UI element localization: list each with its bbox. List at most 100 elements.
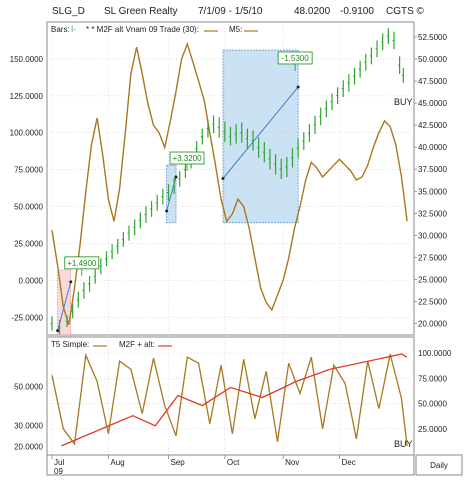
signal-labels: +1.4900 +3.3200 -1.5300 <box>64 51 313 276</box>
price-bar <box>82 282 85 299</box>
price-bar <box>358 60 361 78</box>
x-axis: Jul Aug Sep Oct Nov Dec 09 <box>51 455 356 476</box>
oscillator-line <box>51 41 408 325</box>
signal-start <box>221 177 225 180</box>
right-tick-label: 52.5000 <box>418 33 447 42</box>
price-bars <box>50 28 404 335</box>
price-bar <box>223 121 226 142</box>
x-year-label: 09 <box>54 467 63 476</box>
price-bar <box>319 107 322 126</box>
price-bar <box>291 148 294 168</box>
price-bar <box>381 33 384 51</box>
price-bar <box>76 291 79 308</box>
price-bar <box>251 130 254 151</box>
lower-right-tick-label: 75.0000 <box>418 374 447 383</box>
left-tick-label: -25.0000 <box>11 313 43 322</box>
signal-box <box>222 49 299 224</box>
lower-buy-label: BUY <box>394 439 413 449</box>
right-tick-label: 37.5000 <box>418 165 447 174</box>
signal-start <box>165 209 169 213</box>
lower-left-tick-label: 50.0000 <box>14 383 43 392</box>
left-tick-label: 0.0000 <box>19 276 44 285</box>
legend-bars-mark: I- <box>71 25 76 34</box>
x-tick-label: Jul <box>54 458 64 467</box>
price-bar <box>257 137 260 158</box>
price-bar <box>369 47 373 65</box>
price-bar <box>307 124 311 142</box>
legend-m2f-label: * * M2F alt Vnam 09 Trade (30): <box>86 25 199 34</box>
lower-panel-frame <box>46 336 415 456</box>
upper-buy-label: BUY <box>394 97 413 107</box>
price-bar <box>279 158 282 179</box>
price-bar <box>401 67 404 83</box>
header-name: SL Green Realty <box>104 6 178 17</box>
left-tick-label: 25.0000 <box>14 239 43 248</box>
legend-m2f-alt-label: M2F + alt: <box>119 340 155 349</box>
price-bar <box>353 67 356 85</box>
signal-start <box>56 329 60 333</box>
price-bar <box>324 100 327 118</box>
right-tick-label: 25.0000 <box>418 275 447 284</box>
header-change: -0.9100 <box>340 6 374 17</box>
lower-left-tick-label: 30.0000 <box>14 422 43 431</box>
price-bar <box>110 244 113 260</box>
lower-grid <box>47 337 414 455</box>
price-bar <box>229 126 232 146</box>
signal-end <box>69 280 73 284</box>
upper-right-axis: 52.5000 50.0000 47.5000 45.0000 42.5000 40.00… <box>414 33 447 329</box>
price-bar <box>245 128 249 149</box>
left-tick-label: 50.0000 <box>14 203 43 212</box>
right-tick-label: 32.5000 <box>418 209 447 218</box>
price-bar <box>166 184 170 201</box>
price-bar <box>178 171 181 187</box>
left-tick-label: 150.0000 <box>10 55 44 64</box>
right-tick-label: 30.0000 <box>418 231 447 240</box>
price-bar <box>375 40 378 58</box>
price-bar <box>364 53 367 71</box>
price-bar <box>116 238 119 254</box>
legend-t5-label: T5 Simple: <box>51 340 89 349</box>
price-bar <box>88 275 91 292</box>
price-bar <box>133 219 136 236</box>
x-tick-label: Sep <box>170 458 185 467</box>
price-bar <box>341 80 344 97</box>
price-bar <box>71 304 74 319</box>
price-bar <box>302 132 305 150</box>
price-bar <box>240 122 243 143</box>
right-tick-label: 45.0000 <box>418 99 447 108</box>
legend-m5-label: M5: <box>229 25 242 34</box>
price-bar <box>336 87 339 104</box>
price-bar <box>144 206 147 224</box>
lower-right-tick-label: 50.0000 <box>418 400 447 409</box>
price-bar <box>330 93 333 111</box>
signal-end <box>296 85 300 89</box>
price-bar <box>268 148 271 170</box>
left-tick-label: 100.0000 <box>10 129 44 138</box>
signal-label: -1.5300 <box>282 54 310 63</box>
price-bar <box>138 212 141 229</box>
lower-right-axis: 100.0000 75.0000 50.0000 25.0000 <box>418 349 452 434</box>
header-last: 48.0200 <box>294 6 331 17</box>
right-tick-label: 42.5000 <box>418 121 447 130</box>
right-tick-label: 22.5000 <box>418 297 447 306</box>
x-tick-label: Oct <box>227 458 240 467</box>
x-tick-label: Aug <box>110 458 124 467</box>
lower-right-tick-label: 25.0000 <box>418 425 447 434</box>
price-bar <box>274 154 277 175</box>
price-bar <box>234 124 237 144</box>
right-tick-label: 40.0000 <box>418 143 447 152</box>
x-axis-strip <box>46 454 415 476</box>
x-tick-label: Dec <box>341 458 355 467</box>
price-bar <box>172 178 175 194</box>
price-bar <box>347 74 350 92</box>
price-bar <box>398 56 401 75</box>
price-bar <box>392 31 395 50</box>
price-bar <box>58 320 61 335</box>
right-tick-label: 20.0000 <box>418 320 447 329</box>
right-tick-label: 27.5000 <box>418 253 447 262</box>
signal-line <box>222 86 299 179</box>
m2f-alt-line <box>61 353 408 447</box>
lower-left-axis: 50.0000 30.0000 20.0000 <box>14 383 43 452</box>
right-tick-label: 35.0000 <box>418 187 447 196</box>
price-bar <box>386 28 389 45</box>
